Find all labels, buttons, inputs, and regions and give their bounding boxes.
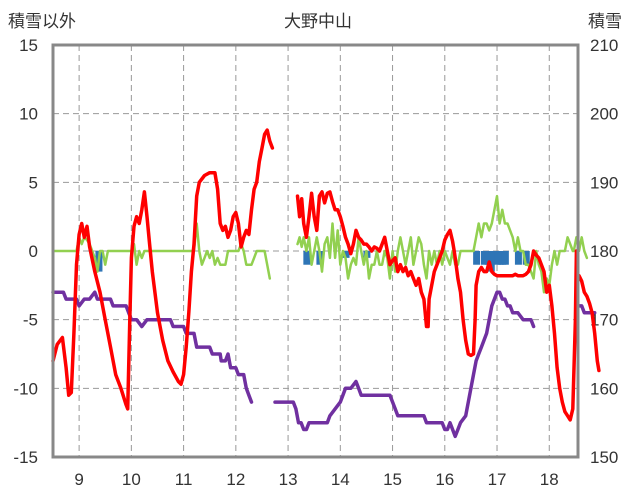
right-tick-label: 170 (590, 311, 618, 330)
snow-depth-line (273, 290, 536, 439)
left-axis-ticks: 15 10 5 0 -5 -10 -15 (13, 36, 38, 467)
x-tick-label: 9 (74, 470, 83, 489)
snow-depth-line (51, 290, 254, 404)
right-tick-label: 200 (590, 105, 618, 124)
plot-frame (51, 43, 580, 459)
precipitation-bar (487, 251, 495, 272)
temperature-line (51, 128, 275, 411)
x-tick-label: 17 (488, 470, 507, 489)
right-tick-label: 190 (590, 173, 618, 192)
precipitation-bar (522, 251, 530, 265)
x-tick-label: 14 (331, 470, 350, 489)
precipitation-bar (303, 251, 311, 265)
right-tick-label: 150 (590, 448, 618, 467)
temperature-line (577, 273, 601, 373)
x-tick-label: 13 (279, 470, 298, 489)
left-tick-label: 15 (19, 36, 38, 55)
left-tick-label: -10 (13, 379, 38, 398)
x-axis-ticks: 9 10 11 12 13 14 15 16 17 18 (74, 470, 558, 489)
right-axis-label: 積雪 (588, 12, 622, 31)
series-lines (51, 128, 601, 439)
chart-title: 大野中山 (284, 12, 352, 31)
left-tick-label: -15 (13, 448, 38, 467)
snow-change-line (296, 194, 575, 294)
precipitation-bar (501, 251, 509, 265)
left-axis-label: 積雪以外 (8, 12, 76, 31)
temperature-line (295, 190, 579, 422)
precipitation-bar (342, 251, 350, 258)
precipitation-bar (480, 251, 488, 265)
x-tick-label: 11 (175, 470, 193, 489)
right-tick-label: 160 (590, 379, 618, 398)
right-axis-ticks: 210 200 190 180 170 160 150 (590, 36, 618, 467)
left-tick-label: -5 (23, 311, 38, 330)
precipitation-bar (514, 251, 522, 265)
x-tick-label: 10 (122, 470, 141, 489)
right-tick-label: 210 (590, 36, 618, 55)
x-tick-label: 16 (435, 470, 454, 489)
x-tick-label: 18 (540, 470, 559, 489)
x-tick-label: 12 (226, 470, 245, 489)
right-tick-label: 180 (590, 242, 618, 261)
left-tick-label: 10 (19, 105, 38, 124)
left-tick-label: 0 (29, 242, 38, 261)
precipitation-bar (473, 251, 481, 265)
x-tick-label: 15 (383, 470, 402, 489)
left-tick-label: 5 (29, 173, 38, 192)
snow-change-line (572, 236, 589, 260)
snow-change-line (51, 222, 272, 280)
